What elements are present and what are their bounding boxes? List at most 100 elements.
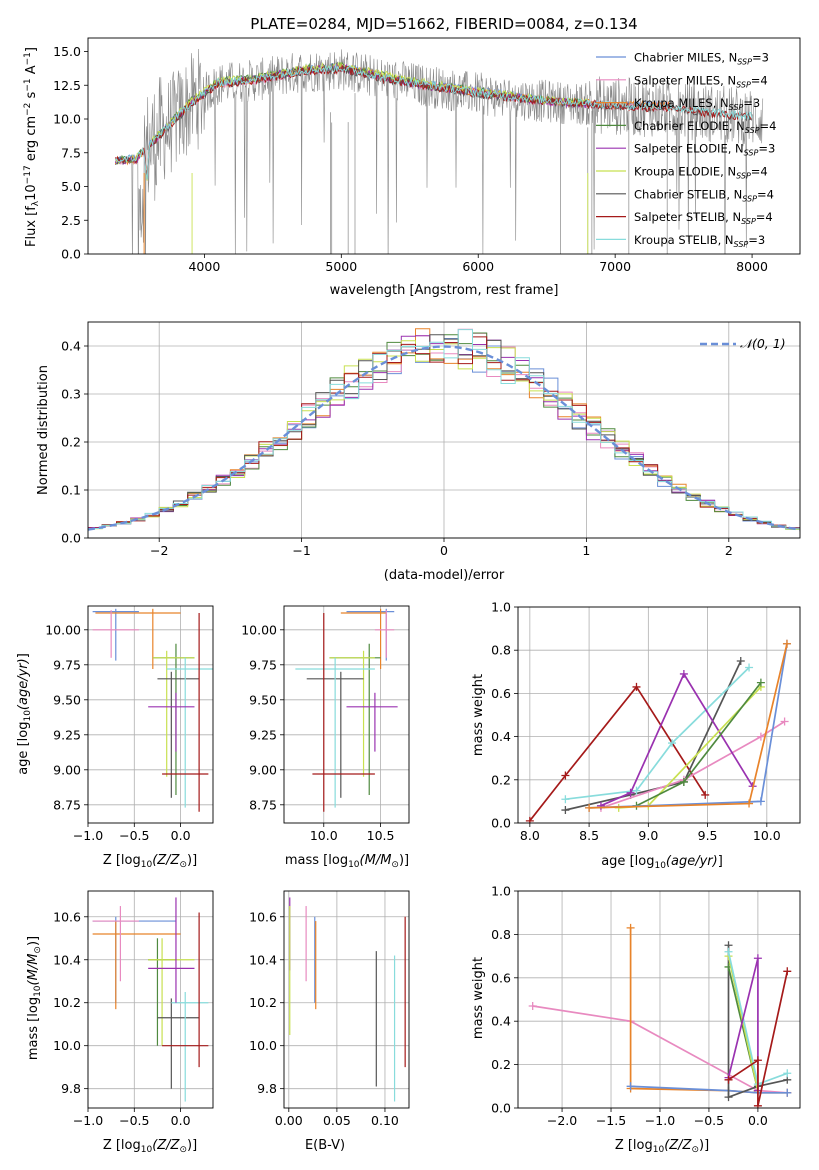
mass-ebv-ytick-label: 10.4 xyxy=(249,952,277,967)
mw-age-marker-darkred xyxy=(561,771,570,780)
mw-age-marker-cyan xyxy=(632,786,641,795)
spectrum-ytick-label: 10.0 xyxy=(53,112,81,127)
residuals-legend-label: 𝒩(0, 1) xyxy=(740,336,786,351)
gaussian-curve xyxy=(88,345,800,531)
mass-z-frame xyxy=(87,890,214,1109)
residuals-ytick-label: 0.1 xyxy=(61,483,81,498)
mw-age-ytick-label: 0.2 xyxy=(491,772,511,787)
spectrum-title: PLATE=0284, MJD=51662, FIBERID=0084, z=0… xyxy=(250,15,637,33)
spectrum-ylabel: Flux [fλ10−17 erg cm−2 s−1 A−1] xyxy=(23,47,41,247)
spectrum-xtick-label: 8000 xyxy=(736,259,768,274)
legend-label: Kroupa STELIB, NSSP=3 xyxy=(634,233,765,249)
mw-age-line-cyan xyxy=(565,666,750,801)
age-z-ytick-label: 9.25 xyxy=(53,727,81,742)
mass-z-ytick-label: 10.2 xyxy=(53,995,81,1010)
mw-z-ytick-label: 0.8 xyxy=(491,927,511,942)
massweight-vs-age-plot: 8.0 8.5 9.0 9.5 10.0 0.0 0.2 0.4 0.6 0.8 1.0 xyxy=(491,600,801,843)
spectrum-xlabel: wavelength [Angstrom, rest frame] xyxy=(330,283,559,298)
mass-ebv-ytick-label: 10.0 xyxy=(249,1038,277,1053)
mw-age-xlabel: age [log10(age/yr)] xyxy=(601,854,723,871)
age-mass-ytick-label: 8.75 xyxy=(249,797,277,812)
mw-z-marker-blue xyxy=(626,1082,635,1091)
mw-age-ytick-label: 1.0 xyxy=(491,600,511,615)
legend-label: Kroupa MILES, NSSP=3 xyxy=(634,96,760,112)
age-mass-ytick-label: 9.50 xyxy=(249,692,277,707)
spectrum-xtick-label: 4000 xyxy=(188,259,220,274)
age-z-errorbars xyxy=(92,608,213,812)
residuals-xtick-label: 1 xyxy=(582,543,590,558)
residual-steps xyxy=(88,328,800,532)
residual-histogram-plot: −2 −1 0 1 2 0.0 0.1 0.2 0.3 0.4 𝒩(0, 1) xyxy=(61,321,801,558)
mw-z-ytick-label: 0.0 xyxy=(491,1101,511,1116)
mass-ebv-xtick-label: 0.05 xyxy=(323,1113,351,1128)
mass-z-ytick-label: 10.0 xyxy=(53,1038,81,1053)
legend-label: Salpeter ELODIE, NSSP=3 xyxy=(634,142,775,158)
mw-age-marker-darkred xyxy=(525,816,534,823)
legend-label: Salpeter MILES, NSSP=4 xyxy=(634,73,768,89)
age-mass-xlabel: mass [log10(M/M⊙)] xyxy=(285,853,409,870)
age-mass-ytick-label: 9.25 xyxy=(249,727,277,742)
residuals-xtick-label: 0 xyxy=(440,543,448,558)
mw-age-marker-cyan xyxy=(668,739,677,748)
mw-age-marker-purple xyxy=(679,669,688,678)
legend-label: Salpeter STELIB, NSSP=4 xyxy=(634,210,773,226)
age-z-ytick-label: 9.50 xyxy=(53,692,81,707)
age-z-xtick-label: 0.0 xyxy=(171,828,191,843)
mw-age-marker-orange xyxy=(782,639,791,648)
mw-age-xtick-label: 8.5 xyxy=(579,828,599,843)
mw-age-line-purple xyxy=(600,672,754,807)
mw-age-ylabel: mass weight xyxy=(471,674,486,756)
age-z-frame xyxy=(87,605,214,824)
spectrum-ytick-label: 5.0 xyxy=(61,179,81,194)
mw-age-ytick-label: 0.6 xyxy=(491,686,511,701)
residuals-ytick-label: 0.3 xyxy=(61,387,81,402)
residuals-xtick-label: −1 xyxy=(292,543,310,558)
residuals-frame xyxy=(87,321,801,539)
mass-vs-ebv-plot: 0.00 0.05 0.10 9.8 10.0 10.2 10.4 10.6 xyxy=(249,890,410,1128)
mw-age-xtick-label: 8.0 xyxy=(520,828,540,843)
mw-z-marker-darkred xyxy=(724,1075,733,1084)
mw-z-xtick-label: −1.0 xyxy=(645,1113,675,1128)
mw-age-marker-darkgray xyxy=(736,657,745,665)
mw-z-ylabel: mass weight xyxy=(471,957,486,1039)
spectrum-ytick-label: 2.5 xyxy=(61,213,81,228)
mass-ebv-ytick-label: 9.8 xyxy=(257,1081,277,1096)
legend-label: Chabrier MILES, NSSP=3 xyxy=(634,51,769,67)
age-z-xtick-label: −0.5 xyxy=(119,828,149,843)
residual-hist-cyan xyxy=(88,329,800,532)
mw-z-xlabel: Z [log10(Z/Z⊙)] xyxy=(615,1138,709,1155)
age-z-ytick-label: 10.00 xyxy=(45,622,81,637)
mass-vs-metallicity-plot: −1.0 −0.5 0.0 9.8 10.0 10.2 10.4 10.6 xyxy=(53,890,214,1128)
mw-age-frame xyxy=(517,606,801,824)
mw-age-ytick-label: 0.8 xyxy=(491,643,511,658)
mass-ebv-frame xyxy=(283,890,410,1109)
mw-z-marker-orange xyxy=(626,923,635,932)
mass-ebv-xtick-label: 0.10 xyxy=(371,1113,399,1128)
mass-z-xtick-label: −1.0 xyxy=(73,1113,103,1128)
residuals-ytick-label: 0.2 xyxy=(61,435,81,450)
age-z-ylabel: age [log10(age/yr)] xyxy=(16,653,33,775)
mw-age-line-darkred xyxy=(529,685,706,822)
mw-age-marker-pink xyxy=(756,732,765,741)
mass-z-xtick-label: −0.5 xyxy=(119,1113,149,1128)
mw-age-xtick-label: 10.0 xyxy=(753,828,781,843)
mass-z-ylabel: mass [log10(M/M⊙)] xyxy=(26,936,43,1060)
age-z-ytick-label: 8.75 xyxy=(53,797,81,812)
mw-age-marker-darkred xyxy=(632,682,641,691)
mw-age-marker-orange xyxy=(745,799,754,808)
mw-z-ytick-label: 1.0 xyxy=(491,884,511,899)
spectrum-xtick-label: 5000 xyxy=(325,259,357,274)
mw-z-line-darkgray xyxy=(727,945,788,1099)
age-z-ytick-label: 9.00 xyxy=(53,762,81,777)
legend-label: Chabrier STELIB, NSSP=4 xyxy=(634,187,774,203)
mw-z-xtick-label: −0.5 xyxy=(694,1113,724,1128)
age-mass-xtick-label: 10.5 xyxy=(367,828,395,843)
age-vs-metallicity-plot: −1.0 −0.5 0.0 8.75 9.00 9.25 9.50 9.75 10.00 xyxy=(45,605,214,843)
mw-age-marker-pink xyxy=(780,717,789,726)
age-vs-mass-plot: 10.0 10.5 8.75 9.00 9.25 9.50 9.75 10.00 xyxy=(241,605,410,843)
spectrum-ytick-label: 0.0 xyxy=(61,247,81,262)
mw-age-marker-purple xyxy=(626,788,635,797)
residuals-ytick-label: 0.4 xyxy=(61,339,81,354)
spectrum-plot: 4000 5000 6000 7000 8000 0.0 2.5 5.0 7.5 10.0 12.5… xyxy=(53,37,801,274)
